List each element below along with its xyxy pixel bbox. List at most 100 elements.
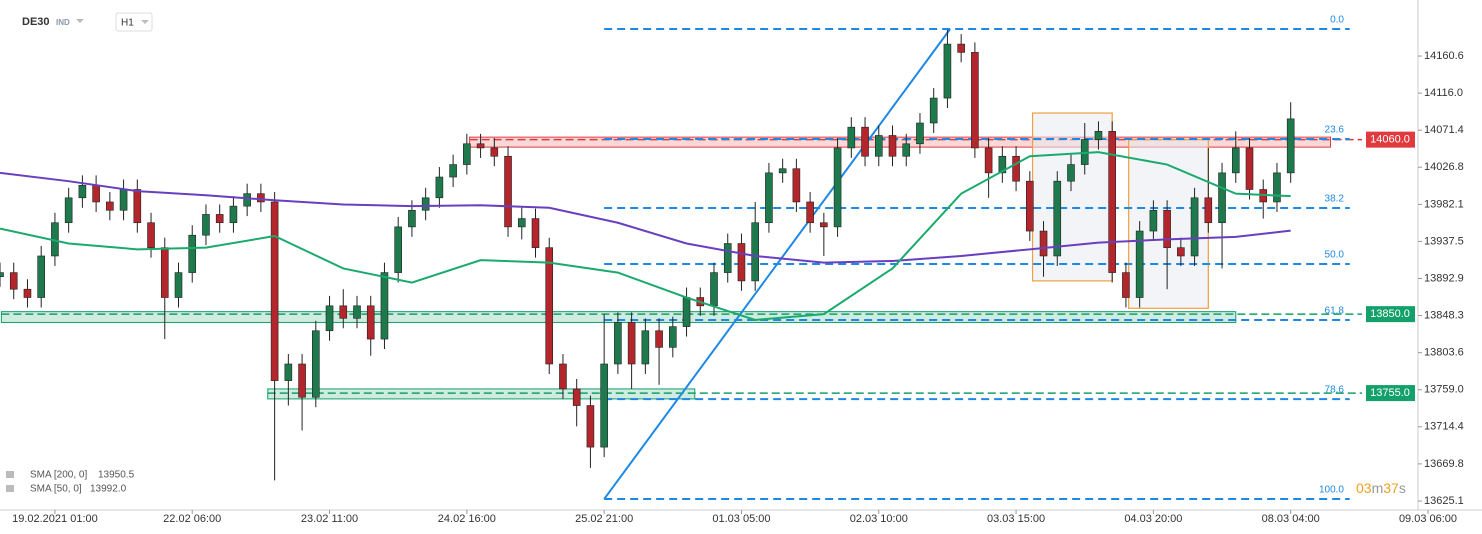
fib-label: 78.6 [1325,385,1345,396]
symbol[interactable]: DE30 [22,16,50,28]
candle-body [641,330,650,365]
y-tick-label: 14116.0 [1424,87,1463,99]
candle-body [559,363,567,390]
candle-body [669,326,677,348]
fib-label: 61.8 [1325,306,1345,317]
candle-body [545,247,554,365]
y-tick-label: 14071.4 [1424,124,1464,136]
candle-body [1108,131,1116,273]
candle-body [23,288,32,298]
candle-body [380,272,389,340]
y-tick-label: 13669.8 [1424,458,1464,470]
candle-body [270,201,279,381]
y-tick-label: 13892.9 [1424,272,1464,284]
candle-body [1231,147,1240,174]
candle-body [1218,172,1226,224]
candle-body [160,247,169,298]
fib-label: 23.6 [1325,125,1345,136]
x-tick-label: 23.02 11:00 [301,513,358,525]
candle-body [1053,180,1062,257]
x-tick-label: 24.02 16:00 [438,513,496,525]
candle-body [1026,180,1034,232]
candle-body [1135,230,1144,298]
candle-body [1245,147,1254,190]
x-tick-label: 19.02.2021 01:00 [12,513,98,525]
candle-body [366,305,375,340]
candle-body [215,214,224,224]
fib-label: 38.2 [1325,194,1345,205]
y-tick-label: 13937.5 [1424,235,1464,247]
candle-body [1163,209,1171,248]
candle-body [682,297,691,327]
candle-body [874,135,883,157]
candle-body [504,155,512,228]
candle-body [64,197,73,224]
candle-body [106,201,114,211]
candle-body [133,189,142,224]
timer: 03m37s [1356,480,1406,496]
candle-body [998,155,1007,174]
candle-body [202,214,210,236]
candle-body [888,135,897,157]
x-tick-label: 09.03 06:00 [1399,513,1457,525]
sma-line [0,151,1291,321]
candle-body [147,222,155,248]
x-tick-label: 08.03 04:00 [1262,513,1320,525]
x-tick-label: 01.03 05:00 [712,513,770,525]
candle-body [1204,197,1213,224]
candle-body [614,322,622,365]
legend-icon [6,485,14,492]
candle-body [1094,131,1103,140]
candle-body [312,330,320,398]
candle-body [916,122,924,145]
candle-body [627,322,636,365]
timeframe[interactable]: H1 [121,18,134,29]
dropdown-arrow[interactable] [141,20,149,24]
legend-value: 13950.5 [98,470,135,481]
candle-body [78,185,87,199]
trend-line [603,28,951,500]
candle-body [737,243,746,282]
x-tick-label: 25.02 21:00 [575,513,633,525]
candle-body [943,43,952,99]
candle-body [119,189,128,211]
price-tag-label: 13850.0 [1370,308,1410,320]
candle-body [971,52,979,149]
level-zone [267,388,696,400]
candle-body [394,226,402,273]
candle-body [1039,230,1048,257]
candle-body [92,185,100,203]
candle-body [490,147,499,157]
candle-body [1273,172,1281,203]
candle-body [0,272,4,278]
price-tag-label: 13755.0 [1370,387,1410,399]
dropdown-arrow[interactable] [76,19,84,23]
candle-body [792,168,801,203]
candle-body [929,97,938,124]
candle-body [517,218,526,228]
y-tick-label: 13803.6 [1424,347,1464,359]
candle-body [572,388,581,406]
legend-value: 13992.0 [90,484,127,495]
fib-label: 0.0 [1330,15,1344,26]
candle-body [751,222,759,282]
y-tick-label: 13982.1 [1424,198,1464,210]
candle-body [1149,209,1158,232]
candle-body [1177,247,1185,257]
candle-body [1286,118,1295,174]
candle-body [902,143,911,157]
candle-body [9,272,18,290]
candle-body [1122,272,1130,298]
candle-body [1012,155,1020,182]
candle-body [833,147,842,228]
candle-body [463,143,471,165]
candle-body [723,243,732,273]
candle-body [449,164,457,178]
y-tick-label: 13759.0 [1424,384,1464,396]
candle-body [284,363,293,381]
candle-body [1067,164,1075,182]
timeframe-box[interactable] [115,12,153,32]
candle-body [435,176,444,199]
legend-name: SMA [50, 0] [30,484,82,495]
